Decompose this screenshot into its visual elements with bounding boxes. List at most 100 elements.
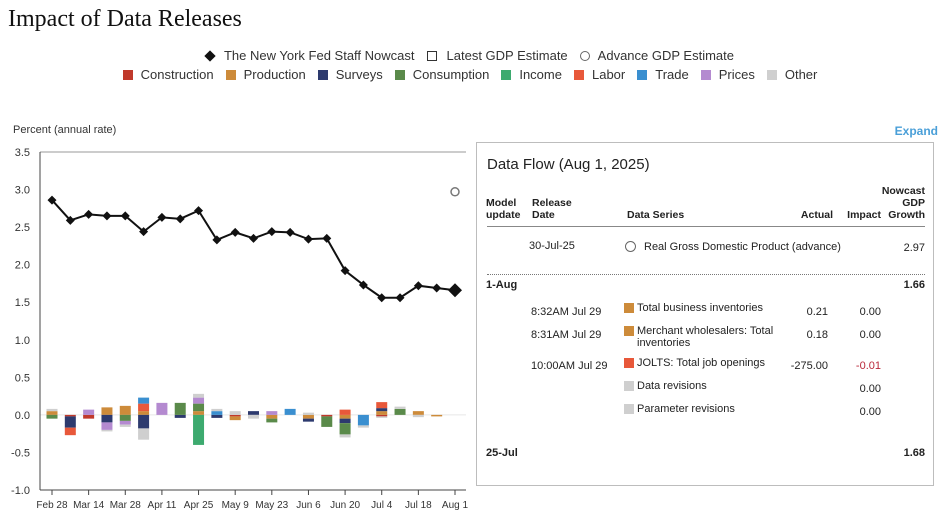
legend-label: Income [519, 67, 562, 82]
legend-label: Surveys [335, 67, 383, 82]
expand-link[interactable]: Expand [894, 124, 938, 138]
row-1-impact: 0.00 [859, 306, 881, 318]
nowcast-point [377, 293, 387, 303]
row-2-actual: 0.18 [806, 329, 828, 341]
surveys-swatch [317, 69, 328, 80]
legend-label: Production [243, 67, 306, 82]
bar-trade [357, 414, 369, 426]
group-1-label[interactable]: 1-Aug [486, 279, 518, 291]
nowcast-point [432, 283, 442, 293]
advance-row-date: 30-Jul-25 [529, 240, 575, 252]
bar-construction [64, 414, 76, 417]
header-nowcast-growth: Nowcast GDP Growth [881, 185, 925, 221]
trade-swatch [637, 69, 648, 80]
diamond-icon [204, 49, 216, 62]
nowcast-point [230, 227, 240, 237]
bar-surveys [302, 418, 314, 422]
nowcast-chart: Percent (annual rate) 3.5 3.0 2.5 2.0 1.5 1.0 0… [11, 124, 468, 511]
row-2-impact: 0.00 [859, 329, 881, 341]
y-tick-label: 3.5 [15, 147, 30, 159]
row-3-series: JOLTS: Total job openings [624, 357, 824, 369]
legend-labor[interactable]: Labor [573, 67, 625, 82]
y-tick-label: -1.0 [11, 485, 30, 497]
legend-trade[interactable]: Trade [637, 67, 689, 82]
bar-production [101, 407, 113, 415]
square-icon [426, 50, 437, 61]
circle-icon [579, 50, 590, 61]
legend-nowcast[interactable]: The New York Fed Staff Nowcast [204, 48, 415, 63]
header-release-date: Release Date [532, 197, 572, 221]
other-swatch [624, 381, 634, 391]
nowcast-point [448, 283, 462, 298]
legend-prices[interactable]: Prices [700, 67, 755, 82]
y-tick-label: 1.5 [15, 297, 30, 309]
nowcast-point [102, 211, 112, 221]
row-5-impact: 0.00 [859, 406, 881, 418]
legend-construction[interactable]: Construction [122, 67, 214, 82]
nowcast-point [212, 235, 222, 245]
bar-consumption [266, 418, 278, 423]
production-swatch [624, 326, 634, 336]
bar-other [46, 408, 58, 412]
y-tick-label: 0.5 [15, 372, 30, 384]
bar-construction [321, 414, 333, 417]
other-swatch [624, 404, 634, 414]
bar-production [193, 411, 205, 415]
bar-other [248, 414, 259, 419]
x-tick-label: Jun 6 [296, 500, 321, 511]
row-5-series: Parameter revisions [624, 403, 824, 415]
x-tick-label: Jun 20 [330, 500, 360, 511]
row-1-time: 8:32AM Jul 29 [531, 306, 602, 318]
bar-labor [339, 409, 351, 415]
bar-other [412, 414, 424, 418]
legend-income[interactable]: Income [501, 67, 562, 82]
legend-latest-gdp[interactable]: Latest GDP Estimate [426, 48, 568, 63]
bar-prices [156, 402, 168, 415]
legend-production[interactable]: Production [225, 67, 306, 82]
x-tick-label: Jul 4 [371, 500, 393, 511]
bar-labor [376, 402, 388, 409]
legend-advance-gdp[interactable]: Advance GDP Estimate [579, 48, 734, 63]
bar-consumption [174, 402, 186, 415]
data-flow-panel: Data Flow (Aug 1, 2025) Model update Rel… [476, 142, 934, 486]
row-2-time: 8:31AM Jul 29 [531, 329, 602, 341]
bar-production [229, 416, 241, 421]
x-tick-label: Apr 11 [148, 500, 177, 511]
bar-consumption [394, 408, 406, 415]
bar-other [101, 429, 113, 432]
bar-production [119, 405, 131, 415]
nowcast-point [395, 293, 405, 303]
group-2-label[interactable]: 25-Jul [486, 447, 518, 459]
nowcast-point [120, 211, 130, 221]
bar-prices [83, 409, 95, 415]
bar-production [431, 414, 443, 417]
bar-prices [119, 420, 131, 425]
legend-categories: Construction Production Surveys Consumption… [0, 67, 944, 82]
row-4-impact: 0.00 [859, 383, 881, 395]
y-tick-label: 2.0 [15, 260, 30, 272]
legend-surveys[interactable]: Surveys [317, 67, 383, 82]
nowcast-point [303, 234, 313, 244]
bar-other [138, 428, 150, 440]
bar-prices [266, 411, 278, 415]
nowcast-point [194, 206, 204, 216]
bar-trade [138, 397, 150, 404]
bar-surveys [248, 411, 259, 415]
legend-other[interactable]: Other [766, 67, 817, 82]
nowcast-point [340, 266, 350, 276]
advance-row-series: Real Gross Domestic Product (advance) [625, 241, 841, 253]
bar-construction [83, 414, 95, 419]
income-swatch [501, 69, 512, 80]
other-swatch [766, 69, 777, 80]
bar-production [46, 411, 58, 415]
bar-other [302, 412, 314, 415]
nowcast-point [157, 212, 167, 222]
y-tick-label: 1.0 [15, 335, 30, 347]
bar-prices [193, 397, 205, 404]
bar-consumption [193, 403, 205, 412]
legend-label: Construction [140, 67, 214, 82]
header-data-series: Data Series [627, 209, 685, 221]
legend-consumption[interactable]: Consumption [394, 67, 489, 82]
row-4-series: Data revisions [624, 380, 824, 392]
header-model-update: Model update [486, 197, 521, 221]
